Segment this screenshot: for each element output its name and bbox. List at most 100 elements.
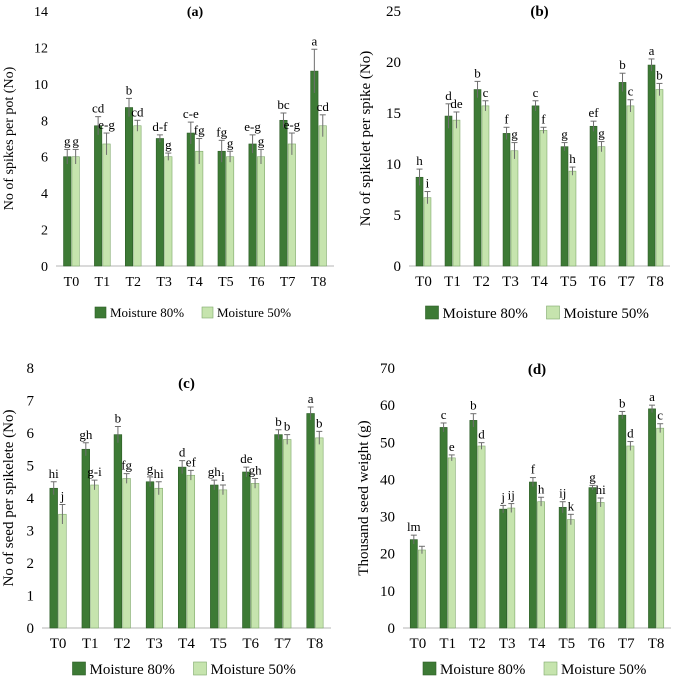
y-tick-label: 5 xyxy=(394,208,402,224)
bar-moisture-50 xyxy=(626,445,635,629)
y-tick-label: 30 xyxy=(380,510,395,526)
bar-moisture-80 xyxy=(502,133,511,267)
significance-label: b xyxy=(126,82,133,97)
significance-label: a xyxy=(308,391,314,406)
bar-moisture-50 xyxy=(596,502,605,629)
bar-moisture-50 xyxy=(164,156,173,267)
significance-label: j xyxy=(60,489,65,504)
legend: Moisture 80% Moisture 50% xyxy=(94,305,291,320)
legend-swatch-moisture-80 xyxy=(72,661,86,676)
panel-a: 0 2 4 6 8 10 12 14 No of spikes per pot (No) (a) g… xyxy=(2,5,334,320)
significance-label: ij xyxy=(508,488,515,503)
significance-label: g xyxy=(589,469,596,484)
significance-label: b xyxy=(474,65,481,80)
bar-moisture-50 xyxy=(656,427,665,629)
bar-moisture-50 xyxy=(71,156,80,267)
y-tick-label: 15 xyxy=(386,106,401,122)
y-tick-label: 0 xyxy=(41,260,48,275)
bar-moisture-80 xyxy=(618,414,627,629)
y-tick-label: 10 xyxy=(386,157,401,173)
x-tick-label: T7 xyxy=(274,636,291,652)
significance-label: g xyxy=(72,133,79,148)
significance-label: g xyxy=(258,133,265,148)
significance-label: j xyxy=(500,489,505,504)
x-tick-label: T6 xyxy=(589,274,606,290)
significance-label: e-g xyxy=(284,117,301,132)
bar-moisture-50 xyxy=(250,483,260,629)
bar-moisture-50 xyxy=(510,150,519,267)
x-tick-label: T2 xyxy=(114,636,131,652)
y-tick-label: 8 xyxy=(41,114,48,129)
significance-label: g xyxy=(511,127,518,142)
significance-label: c xyxy=(657,408,663,423)
bar-moisture-50 xyxy=(318,125,327,267)
significance-label: i xyxy=(221,469,225,484)
y-tick-label: 0 xyxy=(388,621,396,637)
significance-label: b xyxy=(656,67,663,82)
bar-moisture-80 xyxy=(279,119,288,267)
bar-moisture-80 xyxy=(648,408,656,629)
bar-moisture-80 xyxy=(558,506,567,629)
y-tick-label: 3 xyxy=(27,524,35,540)
significance-label: g xyxy=(598,126,605,141)
panel-title: (c) xyxy=(178,376,195,392)
significance-label: d-f xyxy=(152,119,168,134)
bar-moisture-50 xyxy=(195,150,204,267)
significance-label: c xyxy=(533,85,539,100)
significance-label: f xyxy=(504,111,509,126)
x-tick-label: T4 xyxy=(529,636,546,652)
bar-moisture-80 xyxy=(589,125,598,267)
legend-swatch-moisture-80 xyxy=(422,661,437,676)
legend: Moisture 80% Moisture 50% xyxy=(425,305,649,322)
legend-swatch-moisture-50 xyxy=(543,661,558,676)
significance-label: gh xyxy=(208,464,222,479)
panel-title: (b) xyxy=(530,4,548,20)
x-tick-label: T0 xyxy=(415,274,432,290)
x-tick-label: T1 xyxy=(82,636,99,652)
y-tick-label: 14 xyxy=(34,5,48,20)
bar-moisture-50 xyxy=(507,507,516,629)
bar-moisture-80 xyxy=(499,508,508,629)
significance-label: g xyxy=(165,137,172,152)
x-tick-label: T0 xyxy=(50,636,67,652)
bar-moisture-50 xyxy=(597,146,606,267)
significance-label: a xyxy=(311,33,317,48)
bar-moisture-80 xyxy=(409,539,418,629)
y-axis-label: No of spikelet per spike (No) xyxy=(358,51,374,226)
x-tick-label: T1 xyxy=(95,275,111,290)
panel-title: (d) xyxy=(528,362,546,378)
panel-title: (a) xyxy=(187,5,204,20)
x-tick-label: T6 xyxy=(588,636,605,652)
x-tick-label: T5 xyxy=(560,274,577,290)
bar-moisture-80 xyxy=(647,64,656,267)
significance-label: f xyxy=(531,462,536,477)
significance-label: g xyxy=(64,133,71,148)
x-tick-label: T5 xyxy=(558,636,575,652)
bar-moisture-50 xyxy=(423,197,432,267)
y-tick-label: 8 xyxy=(27,361,35,377)
significance-label: b xyxy=(284,419,291,434)
x-tick-label: T0 xyxy=(64,275,80,290)
significance-label: a xyxy=(649,43,655,58)
y-tick-label: 2 xyxy=(41,224,48,239)
bar-moisture-50 xyxy=(90,484,99,629)
y-tick-label: 20 xyxy=(380,547,395,563)
y-tick-label: 20 xyxy=(386,55,401,71)
x-tick-label: T3 xyxy=(499,636,516,652)
significance-label: e-g xyxy=(244,119,261,134)
y-tick-label: 70 xyxy=(380,361,395,377)
x-tick-label: T8 xyxy=(311,275,327,290)
y-axis-label: No of spikes per pot (No) xyxy=(2,66,17,210)
x-tick-label: T3 xyxy=(146,636,163,652)
bar-moisture-50 xyxy=(566,519,575,629)
y-tick-label: 7 xyxy=(27,394,35,410)
bar-moisture-50 xyxy=(102,143,111,267)
y-tick-label: 4 xyxy=(41,187,48,202)
bar-moisture-50 xyxy=(287,143,296,267)
significance-label: g xyxy=(561,127,568,142)
bar-moisture-50 xyxy=(626,105,635,267)
bar-moisture-50 xyxy=(477,445,486,629)
x-tick-label: T6 xyxy=(242,636,259,652)
bar-moisture-80 xyxy=(415,176,424,267)
legend-swatch-moisture-50 xyxy=(193,661,207,676)
